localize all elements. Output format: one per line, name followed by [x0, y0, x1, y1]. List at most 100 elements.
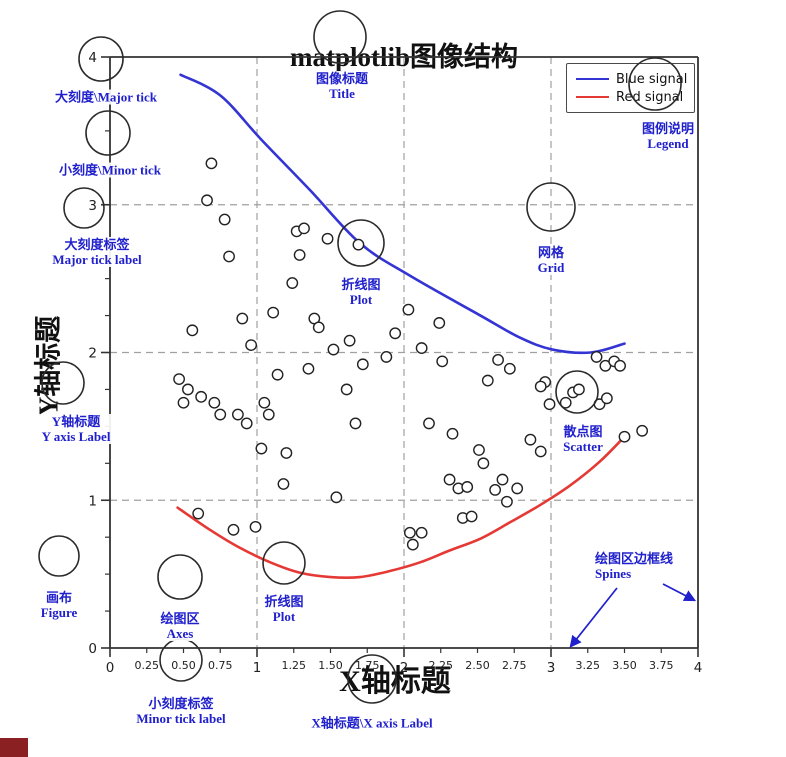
legend-entry-red: Red signal [567, 90, 694, 105]
scatter-point [559, 396, 572, 409]
scatter-point [173, 373, 185, 385]
scatter-point [312, 321, 325, 334]
scatter-point [473, 444, 485, 456]
annotation-circle-plot-line [337, 219, 385, 267]
legend-box: Blue signal Red signal [566, 63, 695, 113]
annotation-axes: 绘图区 Axes [157, 611, 203, 641]
y-axis-title: Y轴标题 [33, 315, 64, 417]
scatter-point [321, 232, 334, 245]
scatter-point [415, 342, 428, 354]
scatter-point [227, 523, 240, 536]
scatter-point [223, 250, 235, 263]
spines-arrow [662, 583, 697, 602]
scatter-point [182, 383, 194, 396]
x-major-tick-label: 0 [106, 660, 115, 676]
scatter-point [236, 312, 249, 325]
annotation-circle-minor-tick-label [159, 638, 203, 682]
blue-line-sample [576, 78, 609, 80]
legend-label: Blue signal [616, 71, 688, 87]
scatter-point [446, 427, 459, 440]
y-major-tick-label: 4 [88, 50, 97, 66]
annotation-legend: 图例说明 Legend [638, 121, 698, 151]
scatter-point [433, 317, 446, 329]
scatter-point [593, 398, 606, 411]
annotation-spines: 绘图区边框线 Spines [591, 551, 677, 581]
x-minor-tick-label: 3.50 [612, 659, 637, 672]
scatter-point [443, 473, 456, 486]
scatter-point [231, 408, 244, 421]
scatter-point [308, 312, 321, 325]
scatter-point [539, 376, 552, 388]
scatter-point [511, 482, 524, 495]
scatter-point [177, 396, 190, 409]
annotation-x-axis-label: X轴标题\X axis Label [308, 715, 436, 731]
scatter-point [286, 277, 299, 289]
scatter-point [477, 457, 490, 470]
scatter-point [352, 238, 365, 251]
scatter-point [636, 424, 649, 437]
scatter-point [599, 359, 612, 372]
scatter-point [465, 510, 478, 523]
x-minor-tick-label: 0.75 [208, 659, 233, 672]
annotation-plot-line-2: 折线图 Plot [261, 594, 307, 624]
spines-arrow [569, 587, 618, 648]
scatter-point [492, 353, 504, 366]
x-major-tick-label: 3 [547, 660, 556, 676]
scatter-point [452, 482, 465, 495]
scatter-point [218, 213, 231, 226]
annotation-circle-grid [526, 182, 576, 232]
scatter-point [302, 362, 315, 375]
scatter-point [403, 526, 416, 539]
y-major-tick-label: 1 [88, 493, 97, 509]
scatter-point [280, 447, 293, 459]
scatter-point [461, 481, 474, 493]
scatter-point [249, 520, 262, 533]
annotation-circle-minor-tick [85, 110, 131, 156]
scatter-point [415, 526, 428, 539]
scatter-point [496, 473, 509, 486]
annotation-circle-plot-line-2 [262, 541, 306, 585]
x-major-tick-label: 1 [253, 660, 262, 676]
annotation-circle-scatter [555, 370, 599, 414]
scatter-point [192, 507, 205, 520]
x-minor-tick-label: 2.50 [465, 659, 490, 672]
scatter-point [208, 396, 221, 409]
annotation-minor-tick: 小刻度\Minor tick [56, 162, 164, 178]
x-minor-tick-label: 0.25 [135, 659, 160, 672]
scatter-point [567, 386, 579, 399]
scatter-point [618, 430, 631, 443]
scatter-point [500, 495, 513, 508]
scatter-point [356, 358, 369, 371]
scatter-point [277, 478, 290, 490]
scatter-point [293, 249, 306, 261]
scatter-point [406, 538, 419, 551]
scatter-point [600, 392, 613, 405]
scatter-point [262, 408, 275, 421]
scatter-point [267, 306, 280, 319]
scatter-point [590, 351, 603, 363]
annotation-circle-major-tick-label [63, 187, 105, 229]
annotation-scatter: 散点图 Scatter [560, 424, 606, 454]
figure-title: matplotlib图像结构 [289, 42, 519, 73]
scatter-point [573, 383, 585, 396]
scatter-point [205, 157, 218, 170]
annotation-major-tick-label: 大刻度标签 Major tick label [49, 237, 145, 267]
scatter-point [543, 398, 556, 411]
x-minor-tick-label: 1.25 [282, 659, 307, 672]
annotation-figure: 画布 Figure [37, 590, 81, 620]
x-minor-tick-label: 0.50 [171, 659, 196, 672]
annotation-y-axis-label: Y轴标题 Y axis Label [38, 414, 114, 444]
legend-entry-blue: Blue signal [567, 72, 694, 87]
scatter-point [402, 303, 415, 316]
annotation-minor-tick-label: 小刻度标签 Minor tick label [133, 696, 229, 726]
annotation-circle-figure [38, 535, 80, 577]
annotation-title: 图像标题 Title [312, 71, 372, 101]
scatter-point [340, 383, 353, 396]
scatter-point [456, 512, 469, 524]
scatter-point [534, 380, 547, 393]
x-minor-tick-label: 3.75 [649, 659, 674, 672]
line-series-blue [179, 73, 626, 355]
scatter-point [290, 225, 303, 238]
